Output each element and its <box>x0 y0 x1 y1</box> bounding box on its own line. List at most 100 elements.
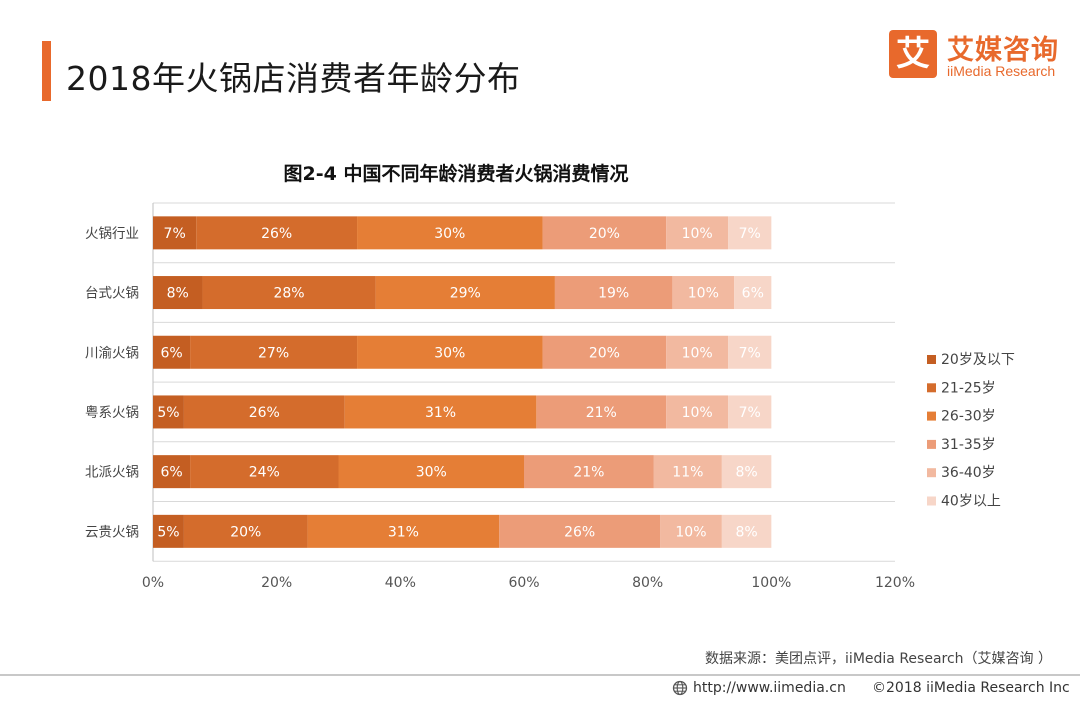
data-label: 30% <box>434 345 465 361</box>
bar-segment <box>728 395 772 429</box>
logo-mark-icon: 艾 <box>889 30 937 78</box>
logo-english-name: iiMedia Research <box>947 63 1056 79</box>
data-label: 10% <box>688 286 719 302</box>
bar-segment <box>357 216 543 250</box>
x-tick-label: 60% <box>508 575 539 591</box>
legend-swatch <box>927 439 936 449</box>
data-label: 21% <box>573 465 604 481</box>
brand-logo: 艾 艾媒咨询 iiMedia Research <box>889 30 1059 82</box>
bar-segment <box>153 276 203 310</box>
bar-segment <box>183 395 345 429</box>
legend-label: 31-35岁 <box>941 437 996 453</box>
category-label: 北派火锅 <box>85 465 139 481</box>
legend-swatch <box>927 468 936 478</box>
legend-label: 21-25岁 <box>941 380 996 396</box>
category-label: 川渝火锅 <box>85 345 139 361</box>
bar-segment <box>728 335 772 369</box>
bar-segment <box>653 455 722 489</box>
data-label: 31% <box>425 405 456 421</box>
bar-segment <box>666 395 729 429</box>
category-label: 火锅行业 <box>85 226 139 242</box>
bar-segment <box>357 335 543 369</box>
bar-segment <box>554 276 673 310</box>
bar-segment <box>153 455 191 489</box>
bar-segment <box>153 216 197 250</box>
x-tick-label: 100% <box>751 575 791 591</box>
bar-segment <box>660 514 722 548</box>
x-tick-label: 120% <box>875 575 915 591</box>
data-label: 8% <box>735 524 757 540</box>
data-label: 8% <box>167 286 189 302</box>
legend-swatch <box>927 355 936 364</box>
data-label: 7% <box>164 226 186 242</box>
chart-title: 图2-4 中国不同年龄消费者火锅消费情况 <box>284 162 629 185</box>
legend-label: 36-40岁 <box>941 465 996 481</box>
x-tick-label: 0% <box>142 575 164 591</box>
bar-segment <box>734 276 772 310</box>
legend-label: 26-30岁 <box>941 409 996 425</box>
data-label: 30% <box>434 226 465 242</box>
bar-segment <box>375 276 555 310</box>
data-label: 31% <box>388 524 419 540</box>
data-label: 20% <box>589 345 620 361</box>
bar-segment <box>672 276 735 310</box>
x-tick-label: 20% <box>261 575 292 591</box>
bar-segment <box>542 216 667 250</box>
data-label: 7% <box>739 226 761 242</box>
data-label: 26% <box>261 226 292 242</box>
bar-segment <box>153 335 191 369</box>
data-label: 6% <box>160 465 182 481</box>
bar-segment <box>344 395 537 429</box>
stacked-bar-chart: 图2-4 中国不同年龄消费者火锅消费情况 0% 20% 40% 60% 80% 100% 12… <box>85 162 1015 591</box>
data-label: 5% <box>157 524 179 540</box>
data-label: 26% <box>564 524 595 540</box>
data-label: 6% <box>160 345 182 361</box>
bar-segment <box>499 514 661 548</box>
data-label: 10% <box>682 345 713 361</box>
bar-segment <box>153 514 184 548</box>
data-label: 28% <box>273 286 304 302</box>
data-label: 30% <box>416 465 447 481</box>
footer-copyright: ©2018 iiMedia Research Inc <box>872 680 1070 696</box>
legend-label: 20岁及以下 <box>941 352 1015 368</box>
bar-segment <box>183 514 308 548</box>
data-label: 29% <box>450 286 481 302</box>
page-title: 2018年火锅店消费者年龄分布 <box>66 59 521 98</box>
globe-icon <box>672 680 688 696</box>
x-tick-label: 40% <box>385 575 416 591</box>
data-source-note: 数据来源：美团点评，iiMedia Research（艾媒咨询 ） <box>705 651 1052 667</box>
bar-segment <box>666 335 729 369</box>
footer-divider <box>0 674 1080 676</box>
data-label: 19% <box>598 286 629 302</box>
bar-segment <box>728 216 772 250</box>
bar-segment <box>190 455 339 489</box>
footer-url-text: http://www.iimedia.cn <box>693 680 846 696</box>
data-label: 10% <box>682 226 713 242</box>
category-label: 台式火锅 <box>85 286 139 302</box>
data-label: 26% <box>249 405 280 421</box>
x-tick-label: 80% <box>632 575 663 591</box>
legend-swatch <box>927 411 936 421</box>
bar-segment <box>196 216 358 250</box>
footer-website[interactable]: http://www.iimedia.cn <box>672 680 846 696</box>
data-label: 10% <box>675 524 706 540</box>
logo-chinese-name: 艾媒咨询 <box>947 35 1059 66</box>
data-label: 20% <box>230 524 261 540</box>
bar-segment <box>721 455 772 489</box>
data-label: 7% <box>739 405 761 421</box>
category-label: 云贵火锅 <box>85 524 139 540</box>
bar-segment <box>524 455 654 489</box>
bar-segment <box>721 514 772 548</box>
data-label: 7% <box>739 345 761 361</box>
legend-label: 40岁以上 <box>941 494 1001 510</box>
data-label: 20% <box>589 226 620 242</box>
data-label: 27% <box>258 345 289 361</box>
bar-segment <box>666 216 729 250</box>
data-label: 6% <box>742 286 764 302</box>
bar-segment <box>153 395 184 429</box>
category-label: 粤系火锅 <box>85 405 139 421</box>
bar-segment <box>338 455 524 489</box>
title-accent-bar <box>42 41 51 101</box>
data-label: 11% <box>672 465 703 481</box>
data-label: 10% <box>682 405 713 421</box>
